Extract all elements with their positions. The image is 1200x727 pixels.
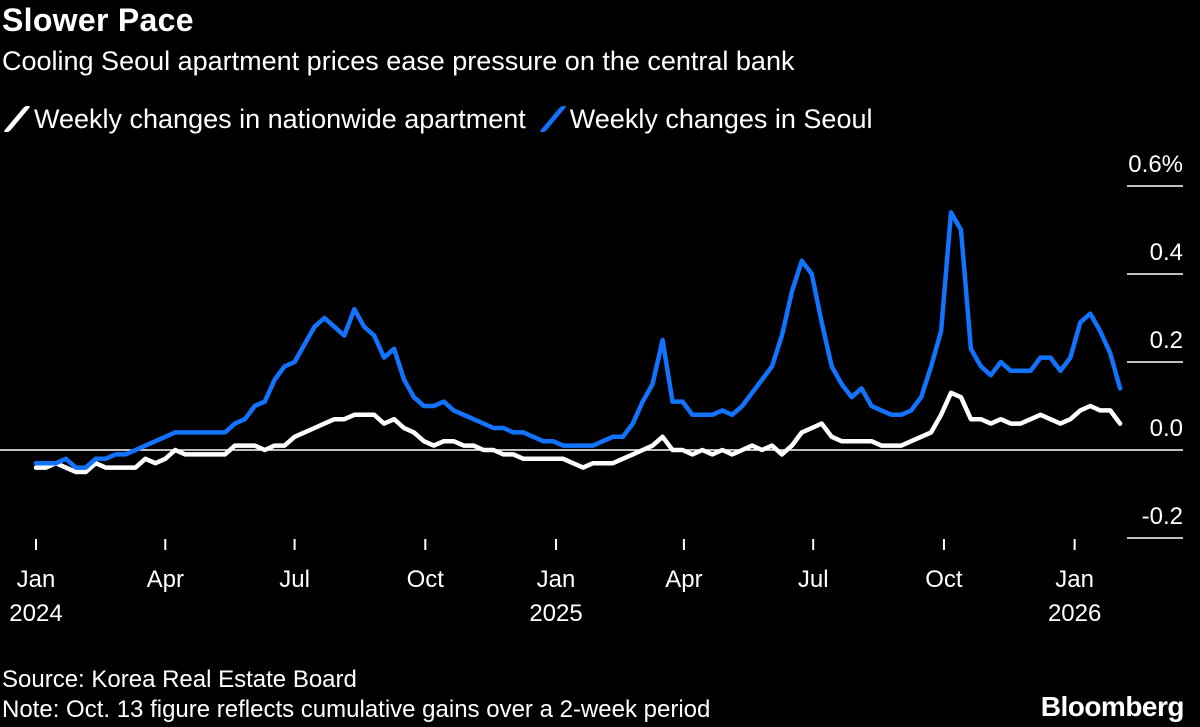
x-tick-label-2: Jul <box>279 566 310 593</box>
x-tick-year-4: 2025 <box>529 600 582 627</box>
chart-subtitle: Cooling Seoul apartment prices ease pres… <box>2 46 795 76</box>
x-tick-label-6: Jul <box>798 566 829 593</box>
series-line-nationwide <box>33 390 1123 475</box>
legend-label-nationwide: Weekly changes in nationwide apartment <box>34 103 526 134</box>
bloomberg-logo: Bloomberg <box>1040 691 1185 722</box>
source-note: Source: Korea Real Estate Board <box>2 666 357 693</box>
y-tick-label-4: -0.2 <box>1142 503 1183 530</box>
y-tick-label-0: 0.6% <box>1128 151 1183 178</box>
footnote: Note: Oct. 13 figure reflects cumulative… <box>2 696 711 723</box>
chart-title: Slower Pace <box>2 2 194 38</box>
legend: Weekly changes in nationwide apartment W… <box>2 102 884 136</box>
legend-item-seoul: Weekly changes in Seoul <box>538 103 873 135</box>
x-tick-label-7: Oct <box>925 566 963 593</box>
legend-label-seoul: Weekly changes in Seoul <box>569 103 873 134</box>
x-tick-year-8: 2026 <box>1048 600 1101 627</box>
x-tick-label-8: Jan <box>1055 566 1094 593</box>
x-tick-year-0: 2024 <box>9 600 62 627</box>
x-tick-label-1: Apr <box>147 566 184 593</box>
y-tick-label-2: 0.2 <box>1150 327 1183 354</box>
y-tick-label-3: 0.0 <box>1150 415 1183 442</box>
y-tick-label-1: 0.4 <box>1150 239 1183 266</box>
legend-item-nationwide: Weekly changes in nationwide apartment <box>2 104 526 135</box>
x-tick-label-4: Jan <box>537 566 576 593</box>
series-line-seoul <box>33 210 1123 470</box>
x-tick-label-5: Apr <box>665 566 702 593</box>
x-tick-label-0: Jan <box>17 566 56 593</box>
x-tick-label-3: Oct <box>407 566 445 593</box>
